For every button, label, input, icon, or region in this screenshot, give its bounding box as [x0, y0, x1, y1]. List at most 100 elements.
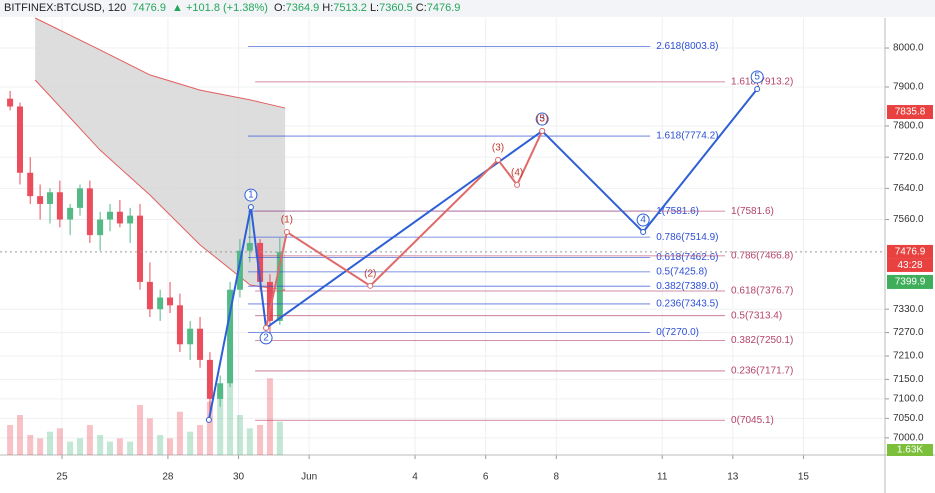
volume-bar: [187, 431, 194, 455]
x-tick-label: 11: [657, 472, 668, 483]
wave-label: 2: [263, 333, 269, 344]
price-badge: [887, 274, 933, 289]
price-badge-label: 7476.9: [895, 247, 926, 258]
wave-label: (3): [492, 143, 504, 154]
candle-body: [197, 328, 204, 360]
volume-bar: [236, 415, 243, 455]
wave-line: [207, 88, 758, 421]
y-tick-label: 7720.0: [893, 152, 924, 163]
volume-badge: [887, 444, 933, 456]
wave-label: (2): [364, 268, 376, 279]
wave-point: [754, 85, 761, 92]
y-tick-label: 7210.0: [893, 351, 924, 362]
candle-body: [257, 242, 264, 282]
ohlc-value: 7513.2: [333, 2, 367, 14]
volume-bar: [37, 438, 44, 455]
wave-label: 3: [539, 114, 545, 125]
fib-label: 1(7581.6): [731, 206, 774, 217]
candle-body: [16, 106, 23, 173]
volume-badge-label: 1.63K: [897, 445, 923, 456]
y-tick-label: 7100.0: [893, 394, 924, 405]
ohlc-key: C:: [415, 2, 427, 14]
ohlc-value: 7364.9: [285, 2, 320, 14]
wave-point: [514, 181, 521, 188]
volume-bar: [7, 425, 14, 455]
volume-bar: [16, 415, 23, 455]
wave-point: [539, 128, 546, 135]
wave-point: [283, 229, 290, 236]
wave-label-ring: [535, 112, 549, 126]
y-tick-label: 7000.0: [893, 432, 924, 443]
price-badge-label: 7835.8: [895, 107, 926, 118]
wave-point: [367, 282, 374, 289]
candle-body: [266, 281, 273, 321]
x-tick-label: 25: [56, 472, 68, 483]
volume-bar: [56, 428, 63, 455]
candle-body: [206, 359, 213, 399]
volume-bar: [77, 438, 84, 455]
wave-line: [265, 130, 544, 329]
volume-bar: [27, 435, 34, 455]
ohlc: O:7364.9 H:7513.2 L:7360.5 C:7476.9: [274, 2, 463, 14]
wave-point: [247, 204, 254, 211]
fib-label: 1.618(7913.2): [731, 76, 793, 87]
wave-label: (5): [536, 114, 548, 125]
candle-body: [67, 207, 74, 220]
fib-label: 0(7270.0): [656, 327, 699, 338]
fib-label: 0.382(7389.0): [656, 281, 718, 292]
candle-body: [227, 289, 234, 384]
candle-body: [46, 192, 53, 204]
volume-bar: [257, 425, 264, 455]
ohlc-value: 7476.9: [426, 2, 461, 14]
volume-bar: [107, 441, 114, 455]
candle-body: [146, 281, 153, 310]
candle-body: [37, 196, 44, 204]
wave-label: 5: [754, 72, 760, 83]
candle-body: [107, 211, 114, 220]
volume-bar: [116, 438, 123, 455]
volume-bar: [246, 428, 253, 455]
header: BITFINEX:BTCUSD, 120 7476.9 ▲ +101.8 (+1…: [0, 0, 935, 17]
candle-body: [176, 305, 183, 345]
fib-label: 0.5(7425.8): [656, 266, 707, 277]
countdown-badge: [887, 258, 933, 272]
fib-label: 2.618(8003.8): [656, 41, 718, 52]
fib-label: 0.618(7462.6): [656, 252, 718, 263]
y-tick-label: 8000.0: [893, 43, 924, 54]
x-tick-label: 15: [798, 472, 810, 483]
countdown: 43:28: [897, 260, 922, 271]
y-tick-label: 7270.0: [893, 327, 924, 338]
candle-body: [7, 98, 14, 107]
cloud-area: [35, 18, 286, 291]
volume-bar: [127, 441, 134, 455]
volume-bar: [157, 435, 164, 455]
volume-bar: [146, 418, 153, 455]
candle-body: [27, 172, 34, 197]
fib-label: 0.382(7250.1): [731, 335, 793, 346]
volume-bar: [197, 425, 204, 455]
price-badge: [887, 105, 933, 120]
candle-body: [187, 328, 194, 345]
cloud-upper: [34, 17, 286, 109]
wave-label: 1: [248, 190, 254, 201]
candle-body: [217, 383, 224, 399]
wave-label-ring: [259, 331, 273, 345]
x-tick-label: Jun: [301, 472, 317, 483]
x-tick-label: 4: [412, 472, 418, 483]
x-tick-label: 30: [233, 472, 245, 483]
volume-bar: [266, 378, 273, 455]
candle-body: [167, 297, 174, 306]
y-tick-label: 7800.0: [893, 121, 924, 132]
volume-bar: [227, 375, 234, 455]
volume-bar: [67, 441, 74, 455]
candle-body: [77, 188, 84, 208]
fib-label: 0(7045.1): [731, 415, 774, 426]
volume-bar: [276, 421, 283, 455]
y-tick-label: 7150.0: [893, 374, 924, 385]
y-tick-label: 7560.0: [893, 214, 924, 225]
wave-point: [495, 156, 502, 163]
candle-body: [246, 242, 253, 251]
volume-bar: [137, 405, 144, 455]
